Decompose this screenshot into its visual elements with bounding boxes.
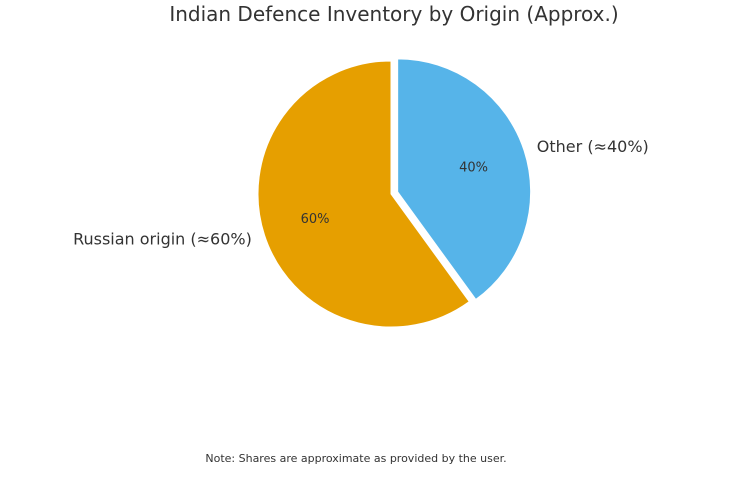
chart-title: Indian Defence Inventory by Origin (Appr… <box>169 2 618 26</box>
slice-pct-label-1: 60% <box>301 212 330 227</box>
pie-slice-1 <box>257 60 470 328</box>
pie-slice-0 <box>397 58 532 301</box>
slice-pct-label-0: 40% <box>459 161 488 176</box>
slice-label-0: Other (≈40%) <box>537 137 649 156</box>
pie-slices <box>257 58 532 328</box>
slice-label-1: Russian origin (≈60%) <box>73 230 252 249</box>
chart-note: Note: Shares are approximate as provided… <box>205 452 506 465</box>
pie-labels: 40% Other (≈40%) 60% Russian origin (≈60%) <box>73 137 649 249</box>
